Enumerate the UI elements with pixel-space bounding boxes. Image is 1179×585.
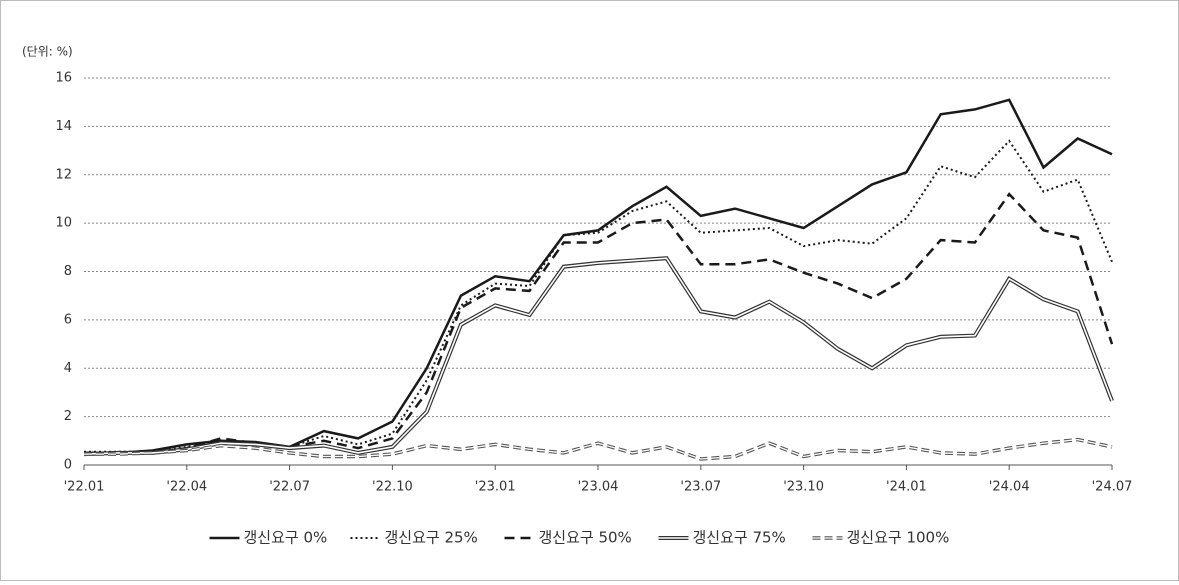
y-tick-label: 16: [55, 71, 72, 86]
y-tick-label: 14: [55, 119, 72, 134]
y-tick-label: 0: [64, 458, 72, 473]
x-tick-label: '24.01: [886, 480, 927, 495]
y-tick-label: 8: [64, 264, 72, 279]
y-tick-label: 12: [55, 167, 72, 182]
x-tick-label: '24.04: [989, 480, 1030, 495]
x-tick-label: '22.01: [64, 480, 105, 495]
x-tick-label: '22.07: [269, 480, 310, 495]
legend-label: 갱신요구 50%: [539, 529, 632, 547]
legend-label: 갱신요구 0%: [244, 529, 328, 547]
legend-label: 갱신요구 100%: [847, 529, 950, 547]
series-line: [84, 98, 1113, 455]
x-tick-label: '23.04: [578, 480, 619, 495]
series-line: [84, 139, 1113, 453]
legend-label: 갱신요구 25%: [385, 529, 478, 547]
y-tick-label: 10: [55, 216, 72, 231]
y-tick-label: 4: [64, 361, 72, 376]
x-tick-label: '23.01: [475, 480, 516, 495]
series-line: [83, 256, 1114, 457]
x-tick-label: '23.10: [783, 480, 824, 495]
line-inner: [84, 438, 1113, 460]
legend-label: 갱신요구 75%: [693, 529, 786, 547]
line-inner: [83, 257, 1113, 455]
y-tick-label: 2: [64, 409, 72, 424]
y-tick-label: 6: [64, 312, 72, 327]
x-tick-label: '22.10: [372, 480, 413, 495]
x-tick-label: '24.07: [1092, 480, 1133, 495]
x-tick-label: '23.07: [680, 480, 721, 495]
x-tick-label: '22.04: [166, 480, 207, 495]
unit-label: (단위: %): [22, 45, 73, 59]
series-line: [84, 192, 1114, 455]
